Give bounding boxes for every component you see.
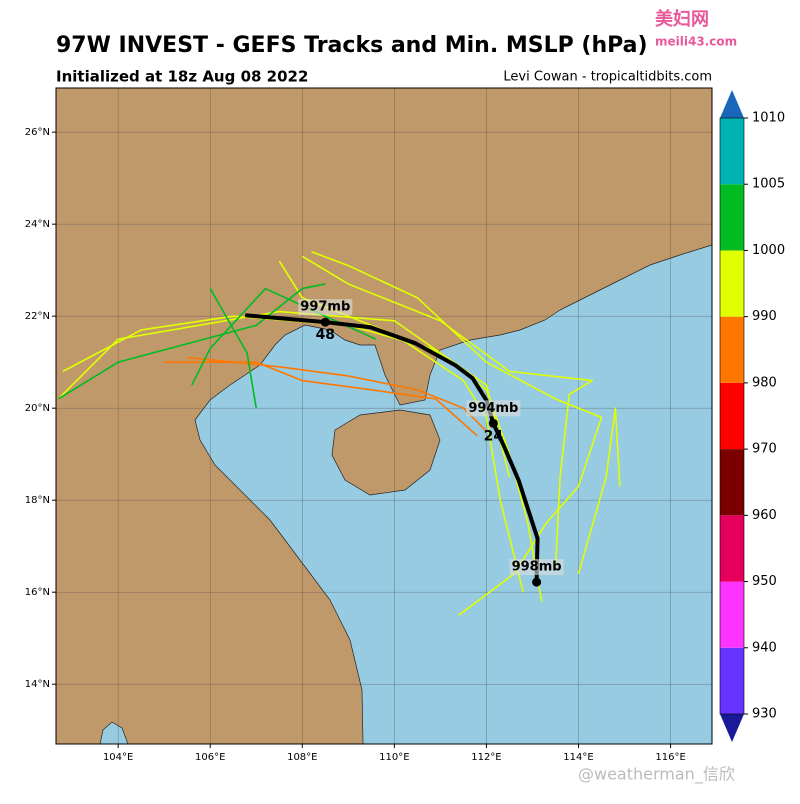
title: 97W INVEST - GEFS Tracks and Min. MSLP (…	[56, 33, 648, 58]
lat-tick-label: 22°N	[25, 311, 50, 322]
colorbar-bin	[720, 382, 744, 450]
ensemble-track	[209, 288, 258, 409]
colorbar-bin	[720, 184, 744, 251]
lat-tick-label: 18°N	[25, 495, 50, 506]
colorbar-label: 1010	[752, 111, 785, 126]
colorbar-over	[720, 90, 744, 118]
colorbar-under	[720, 714, 744, 742]
pressure-label: 998mb	[512, 560, 562, 575]
mainland	[56, 88, 712, 744]
colorbar-bin	[720, 449, 744, 516]
mean-point	[532, 577, 542, 587]
subtitle: Initialized at 18z Aug 08 2022	[56, 68, 308, 86]
ensemble-track	[62, 315, 543, 602]
lat-tick-label: 20°N	[25, 403, 50, 414]
lon-tick-label: 104°E	[103, 752, 133, 763]
ensemble-track	[311, 251, 603, 616]
map-frame	[55, 87, 713, 745]
colorbar-label: 1000	[752, 243, 785, 258]
colorbar-label: 960	[752, 508, 777, 523]
colorbar-label: 980	[752, 375, 777, 390]
mean-point	[320, 317, 330, 327]
ensemble-track	[164, 361, 478, 437]
credit: Levi Cowan - tropicaltidbits.com	[503, 70, 712, 85]
ensemble-track	[278, 260, 525, 593]
colorbar-label: 970	[752, 442, 777, 457]
colorbar-label: 1005	[752, 177, 785, 192]
mean-track	[245, 313, 540, 583]
ensemble-track	[57, 283, 326, 400]
colorbar-frame	[719, 117, 745, 715]
pressure-label: 994mb	[468, 401, 518, 416]
watermark-site: 美妇网	[655, 8, 709, 30]
colorbar-bin	[720, 581, 744, 648]
colorbar-bin	[720, 118, 744, 185]
label-bg	[298, 299, 353, 316]
islet	[99, 721, 129, 744]
colorbar-bin	[720, 250, 744, 317]
lon-tick-label: 106°E	[195, 752, 225, 763]
colorbar-bin	[720, 316, 744, 383]
lon-tick-label: 116°E	[655, 752, 685, 763]
ensemble-track	[301, 255, 594, 570]
colorbar-label: 950	[752, 574, 777, 589]
pressure-label: 997mb	[300, 300, 350, 315]
lon-tick-label: 114°E	[563, 752, 593, 763]
lat-tick-label: 24°N	[25, 219, 50, 230]
label-bg	[466, 400, 521, 417]
colorbar-bin	[720, 515, 744, 582]
hour-label: 48	[316, 327, 335, 343]
hour-label: 24	[484, 428, 504, 444]
mean-point	[488, 418, 498, 428]
hainan	[331, 409, 441, 496]
watermark-url: meili43.com	[655, 35, 737, 49]
lat-tick-label: 26°N	[25, 127, 50, 138]
lon-tick-label: 110°E	[379, 752, 409, 763]
lat-tick-label: 14°N	[25, 679, 50, 690]
colorbar-label: 930	[752, 707, 777, 722]
map: 998mb 994mb 24 997mb 48	[56, 88, 712, 744]
watermark-author: @weatherman_信欣	[578, 765, 735, 785]
lon-tick-label: 108°E	[287, 752, 317, 763]
label-bg	[509, 559, 564, 576]
colorbar-bin	[720, 647, 744, 714]
colorbar-label: 940	[752, 640, 777, 655]
lon-tick-label: 112°E	[471, 752, 501, 763]
lat-tick-label: 16°N	[25, 587, 50, 598]
colorbar-label: 990	[752, 309, 777, 324]
ensemble-track	[577, 407, 621, 575]
